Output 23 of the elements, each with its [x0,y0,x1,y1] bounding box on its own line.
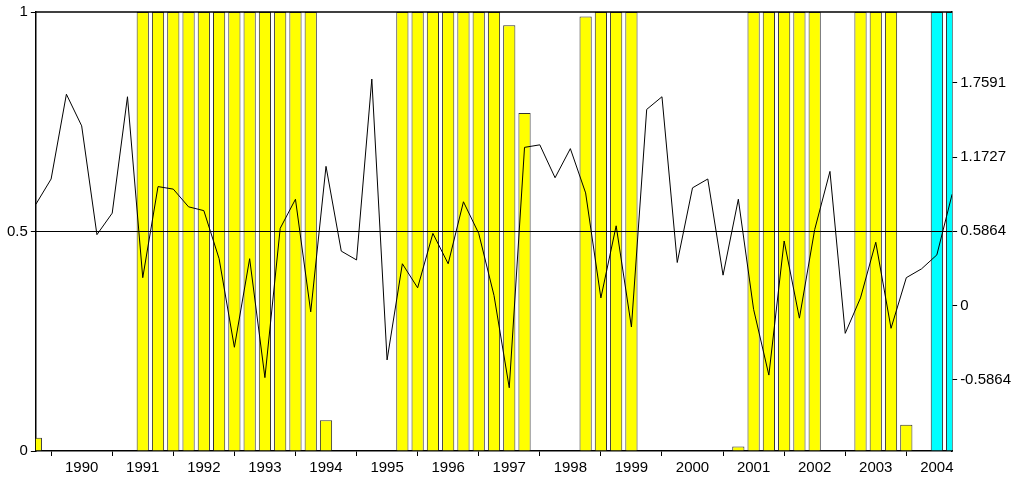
y-tick-label: 1 [19,2,28,20]
x-tick-label: 1994 [309,458,343,476]
y2-tick-label: 1.1727 [960,147,1007,165]
x-tick-label: 2003 [859,458,893,476]
y-tick-label: 0.5 [6,221,28,239]
x-tick-label: 2000 [675,458,710,476]
y2-tick-label: 1.7591 [960,73,1007,91]
x-tick-label: 1999 [614,458,649,476]
y-tick-label: 0 [19,441,28,459]
y2-tick-label: -0.5864 [960,369,1011,387]
x-tick-label: 1998 [553,458,588,476]
y2-tick-label: 0.5864 [960,221,1007,239]
x-tick-label: 1991 [126,458,160,476]
x-tick-label: 2002 [798,458,832,476]
x-tick-label: 2001 [736,458,771,476]
x-tick-label: 2004 [920,458,954,476]
x-tick-label: 1993 [248,458,282,476]
x-tick-label: 1997 [492,458,526,476]
x-tick-label: 1990 [64,458,99,476]
x-tick-label: 1992 [187,458,221,476]
x-tick-label: 1996 [431,458,465,476]
x-tick-label: 1995 [370,458,404,476]
y2-tick-label: 0 [960,295,969,313]
